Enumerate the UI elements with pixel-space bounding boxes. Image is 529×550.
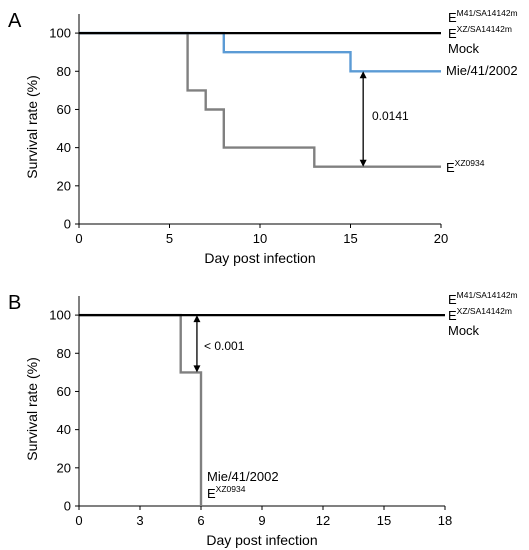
- panel-b-label-m41: EM41/SA14142m: [448, 290, 518, 307]
- panel-a-significance-arrow: [359, 71, 367, 167]
- panel-a-x-tick-label: 5: [166, 231, 173, 246]
- panel-b-x-tick-label: 15: [377, 513, 391, 528]
- panel-a-label: A: [8, 10, 22, 32]
- panel-a-significance-arrow-head-up: [359, 71, 367, 79]
- panel-a-significance-arrow-head-down: [359, 159, 367, 167]
- panel-a-x-axis-title: Day post infection: [204, 250, 315, 266]
- panel-a-x-tick-label: 10: [253, 231, 267, 246]
- panel-b-y-tick-label: 100: [49, 308, 71, 323]
- panel-a-label-exz: EXZ0934: [446, 158, 485, 175]
- panel-b-p-value: < 0.001: [204, 339, 245, 353]
- panel-a-x-tick-label: 0: [75, 231, 82, 246]
- panel-a-y-tick-label: 80: [57, 64, 71, 79]
- panel-a-label-xz: EXZ/SA14142m: [448, 24, 512, 41]
- panel-b-x-tick-label: 3: [136, 513, 143, 528]
- panel-a-series-line-1: [79, 31, 441, 73]
- panel-a-y-tick-label: 100: [49, 26, 71, 41]
- panel-b-label-mie: Mie/41/2002: [207, 469, 279, 484]
- panel-b-significance-arrow: [193, 315, 201, 373]
- panel-b-label-mock: Mock: [448, 323, 480, 338]
- panel-b-y-tick-label: 80: [57, 346, 71, 361]
- panel-b-y-tick-label: 20: [57, 460, 71, 475]
- panel-a-label-mie: Mie/41/2002: [446, 63, 518, 78]
- panel-a-p-value: 0.0141: [372, 109, 409, 123]
- panel-b-x-tick-label: 9: [258, 513, 265, 528]
- panel-b-significance-arrow-head-down: [193, 365, 201, 373]
- panel-b-series-line-1: [79, 313, 203, 506]
- panel-a-y-axis-title: Survival rate (%): [24, 75, 40, 178]
- panel-b-x-tick-label: 12: [316, 513, 330, 528]
- panel-a-series-line-2: [79, 31, 441, 168]
- panel-b-label-xz: EXZ/SA14142m: [448, 306, 512, 323]
- panel-a-y-tick-label: 60: [57, 102, 71, 117]
- panel-b-x-tick-label: 6: [197, 513, 204, 528]
- panel-a-label-mock: Mock: [448, 41, 480, 56]
- panel-a-y-tick-label: 40: [57, 140, 71, 155]
- panel-b-y-tick-label: 60: [57, 384, 71, 399]
- panel-b-y-axis-title: Survival rate (%): [24, 357, 40, 460]
- panel-a-x-tick-label: 20: [434, 231, 448, 246]
- panel-b-x-axis-title: Day post infection: [206, 532, 317, 548]
- panel-a-label-m41: EM41/SA14142m: [448, 8, 518, 25]
- panel-b-label: B: [8, 292, 21, 314]
- panel-b-y-tick-label: 40: [57, 422, 71, 437]
- panel-a-y-tick-label: 20: [57, 178, 71, 193]
- panel-b-y-tick-label: 0: [64, 499, 71, 514]
- panel-b-significance-arrow-head-up: [193, 315, 201, 323]
- panel-b-label-exz: EXZ0934: [207, 484, 246, 501]
- panel-a-x-tick-label: 15: [343, 231, 357, 246]
- panel-b-x-tick-label: 18: [438, 513, 452, 528]
- panel-b-x-tick-label: 0: [75, 513, 82, 528]
- panel-a-y-tick-label: 0: [64, 217, 71, 232]
